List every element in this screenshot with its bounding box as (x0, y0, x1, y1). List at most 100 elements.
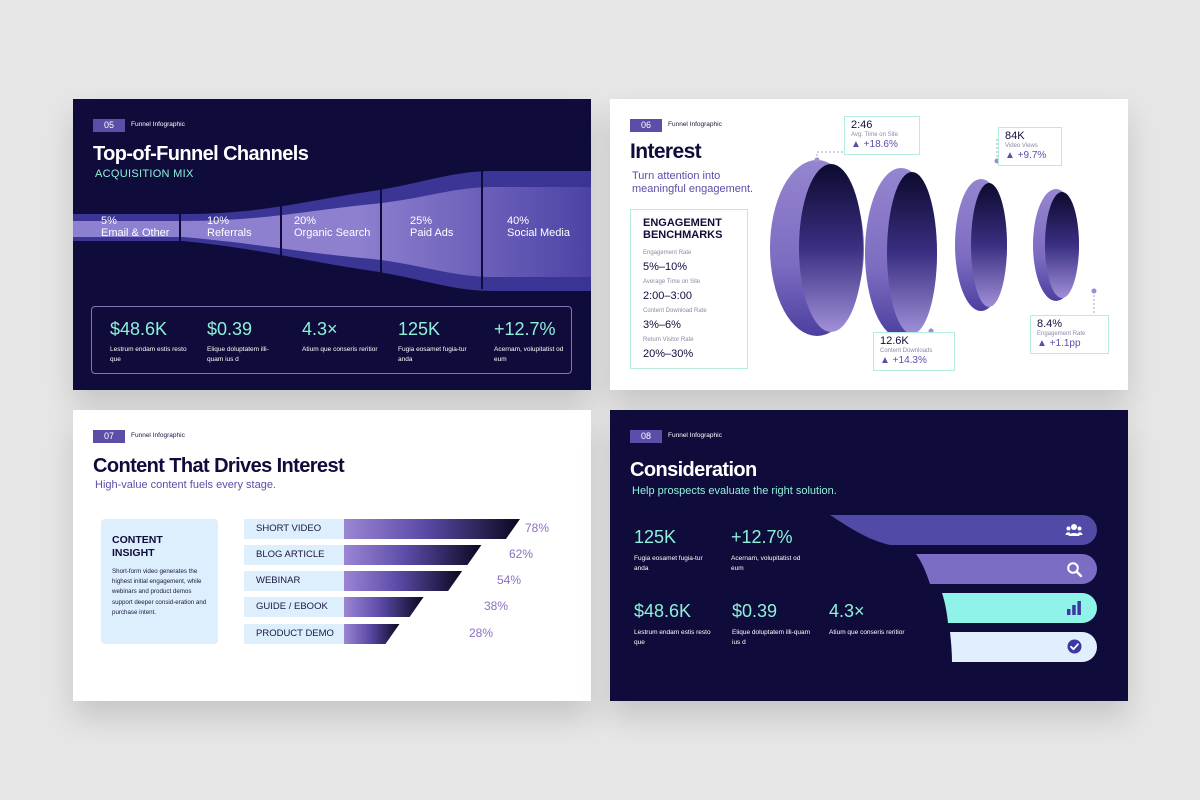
kpi-value: 4.3× (302, 319, 338, 339)
kpi-value: +12.7% (731, 527, 793, 547)
slide-title: Interest (630, 140, 702, 163)
segment-label: Social Media (507, 227, 570, 239)
slide-subtitle: ACQUISITION MIX (95, 168, 194, 180)
segment-label: Referrals (207, 227, 252, 239)
content-pct: 38% (484, 599, 509, 613)
kpi-desc: Atium que conseris reritior (829, 629, 905, 636)
subtitle-line: Turn attention into (632, 170, 721, 182)
benchmarks-panel: ENGAGEMENT BENCHMARKS Engagement Rate 5%… (630, 209, 748, 369)
benchmarks-title-line: BENCHMARKS (643, 229, 723, 241)
kpi-desc: Acernam, volupitatist od eum (731, 555, 801, 572)
benchmark-value: 3%–6% (643, 319, 681, 331)
content-bar (344, 597, 424, 617)
channel-segment: 20% Organic Search (294, 215, 370, 239)
kpi-item: $48.6K Lestrum endam estis resto que (634, 601, 714, 648)
slide-title: Consideration (630, 459, 757, 481)
metric-callout: 8.4% Engagement Rate ▲ +1.1pp (1030, 315, 1109, 354)
slide-subtitle: Help prospects evaluate the right soluti… (632, 485, 837, 497)
kpi-item: $0.39 Elique doluptatem illi-quam ius d (732, 601, 812, 648)
content-pct: 78% (525, 521, 550, 535)
channel-segment: 5% Email & Other (101, 215, 169, 239)
callout-delta: ▲ +14.3% (880, 355, 927, 366)
callout-value: 84K (1005, 130, 1025, 142)
subtitle-line: meaningful engagement. (632, 183, 754, 195)
callout-delta: ▲ +9.7% (1005, 150, 1047, 161)
search-icon (1067, 562, 1083, 578)
content-type-label: PRODUCT DEMO (244, 624, 344, 644)
slide-number-badge: 06 (630, 119, 662, 132)
kpi-item: 125K Fugia eosamet fugia-tur anda (634, 527, 714, 574)
content-type-label: WEBINAR (244, 571, 344, 591)
callout-delta: ▲ +1.1pp (1037, 338, 1081, 349)
kpi-item: 4.3× Atium que conseris reritior (829, 601, 909, 638)
segment-label: Email & Other (101, 227, 170, 239)
content-bars (344, 519, 520, 644)
insight-title-line: INSIGHT (112, 547, 155, 559)
segment-pct: 25% (410, 215, 433, 227)
slide-interest[interactable]: 06 Funnel Infographic Interest Turn atte… (610, 99, 1128, 390)
callout-value: 12.6K (880, 335, 909, 347)
segment-pct: 40% (507, 215, 530, 227)
slide-subtitle: High-value content fuels every stage. (95, 479, 276, 491)
callout-value: 2:46 (851, 119, 873, 131)
kpi-desc: Fugia eosamet fugia-tur anda (634, 555, 703, 572)
benchmark-label: Average Time on Site (643, 279, 701, 285)
kpi-value: 125K (634, 527, 677, 547)
kpi-desc: Elique doluptatem illi-quam ius d (732, 629, 811, 646)
slide-content-interest[interactable]: 07 Funnel Infographic Content That Drive… (73, 410, 591, 701)
kpi-value: $48.6K (110, 319, 168, 339)
benchmark-label: Content Download Rate (643, 308, 707, 314)
content-bars-graphic (344, 519, 520, 644)
kpi-value: $0.39 (732, 601, 778, 621)
benchmark-label: Return Visitor Rate (643, 337, 694, 343)
kpi-item: 4.3× Atium que conseris reritior (302, 319, 380, 355)
insight-title-line: CONTENT (112, 534, 163, 546)
slide-subtitle: Turn attention into meaningful engagemen… (632, 170, 753, 196)
kpi-value: +12.7% (494, 319, 556, 339)
slide-number-badge: 08 (630, 430, 662, 443)
benchmarks-title: ENGAGEMENT BENCHMARKS (643, 217, 722, 241)
content-bar (344, 545, 482, 565)
slide-tag: Funnel Infographic (131, 121, 185, 128)
kpi-item: +12.7% Acernam, volupitatist od eum (731, 527, 811, 574)
segment-pct: 20% (294, 215, 317, 227)
benchmark-label: Engagement Rate (643, 250, 692, 256)
kpi-item: $0.39 Elique doluptatem illi-quam ius d (207, 319, 285, 365)
insight-title: CONTENT INSIGHT (112, 534, 163, 560)
kpi-value: 4.3× (829, 601, 865, 621)
kpi-desc: Atium que conseris reritior (302, 346, 378, 353)
kpi-value: $0.39 (207, 319, 253, 339)
metric-callout: 84K Video Views ▲ +9.7% (998, 127, 1062, 166)
kpi-panel: $48.6K Lestrum endam estis resto que $0.… (91, 306, 572, 374)
slide-consideration[interactable]: 08 Funnel Infographic Consideration Help… (610, 410, 1128, 701)
insight-text: Short-form video generates the highest i… (112, 568, 207, 616)
content-type-label: BLOG ARTICLE (244, 545, 344, 565)
callout-label: Engagement Rate (1037, 331, 1086, 337)
users-icon (1065, 524, 1083, 536)
slide-title: Content That Drives Interest (93, 455, 345, 477)
content-insight-card: CONTENT INSIGHT Short-form video generat… (101, 519, 218, 644)
bar-chart-icon (1067, 601, 1081, 615)
consideration-funnel-graphic (830, 515, 1097, 662)
slide-title: Top-of-Funnel Channels (93, 143, 309, 165)
slide-tag: Funnel Infographic (131, 432, 185, 439)
callout-label: Avg. Time on Site (851, 132, 898, 138)
segment-label: Organic Search (294, 227, 371, 239)
slide-number-badge: 05 (93, 119, 125, 132)
kpi-item: +12.7% Acernam, volupitatist od eum (494, 319, 572, 365)
content-bar (344, 519, 520, 539)
content-bar (344, 624, 400, 644)
kpi-item: 125K Fugia eosamet fugia-tur anda (398, 319, 476, 365)
kpi-desc: Fugia eosamet fugia-tur anda (398, 346, 467, 363)
callout-label: Content Downloads (880, 348, 933, 354)
kpi-desc: Acernam, volupitatist od eum (494, 346, 564, 363)
benchmarks-title-line: ENGAGEMENT (643, 217, 722, 229)
kpi-value: $48.6K (634, 601, 692, 621)
callout-label: Video Views (1005, 143, 1038, 149)
segment-pct: 5% (101, 215, 117, 227)
channel-segment: 25% Paid Ads (410, 215, 453, 239)
slide-tag: Funnel Infographic (668, 432, 722, 439)
slide-top-of-funnel[interactable]: 05 Funnel Infographic Top-of-Funnel Chan… (73, 99, 591, 390)
content-type-label: SHORT VIDEO (244, 519, 344, 539)
check-circle-icon (1067, 639, 1082, 654)
